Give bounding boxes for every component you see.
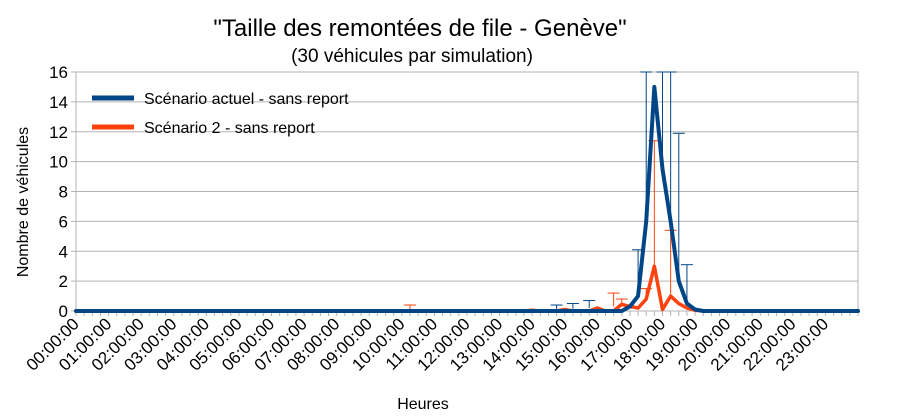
y-tick-label: 16 bbox=[49, 63, 68, 82]
y-tick-label: 2 bbox=[59, 272, 68, 291]
y-axis-title: Nombre de véhicules bbox=[15, 127, 32, 277]
legend-label-scenario-actuel: Scénario actuel - sans report bbox=[144, 91, 349, 108]
y-tick-label: 12 bbox=[49, 123, 68, 142]
y-tick-label: 8 bbox=[59, 183, 68, 202]
y-tick-label: 10 bbox=[49, 153, 68, 172]
x-axis: 00:00:0001:00:0002:00:0003:00:0004:00:00… bbox=[23, 311, 859, 375]
legend-label-scenario-2: Scénario 2 - sans report bbox=[144, 120, 315, 137]
series-layer bbox=[74, 71, 860, 313]
series-line-1 bbox=[74, 264, 860, 313]
series-line-0 bbox=[74, 84, 860, 313]
y-tick-label: 4 bbox=[59, 242, 68, 261]
chart-subtitle: (30 véhicules par simulation) bbox=[291, 46, 533, 67]
y-tick-label: 0 bbox=[59, 302, 68, 321]
y-tick-label: 6 bbox=[59, 212, 68, 231]
y-axis: 0 2 4 6 8 10 12 14 16 bbox=[49, 63, 76, 321]
legend: Scénario actuel - sans report Scénario 2… bbox=[92, 91, 349, 137]
x-axis-title: Heures bbox=[397, 396, 449, 413]
y-tick-label: 14 bbox=[49, 93, 68, 112]
chart-title: "Taille des remontées de file - Genève" bbox=[213, 15, 626, 42]
